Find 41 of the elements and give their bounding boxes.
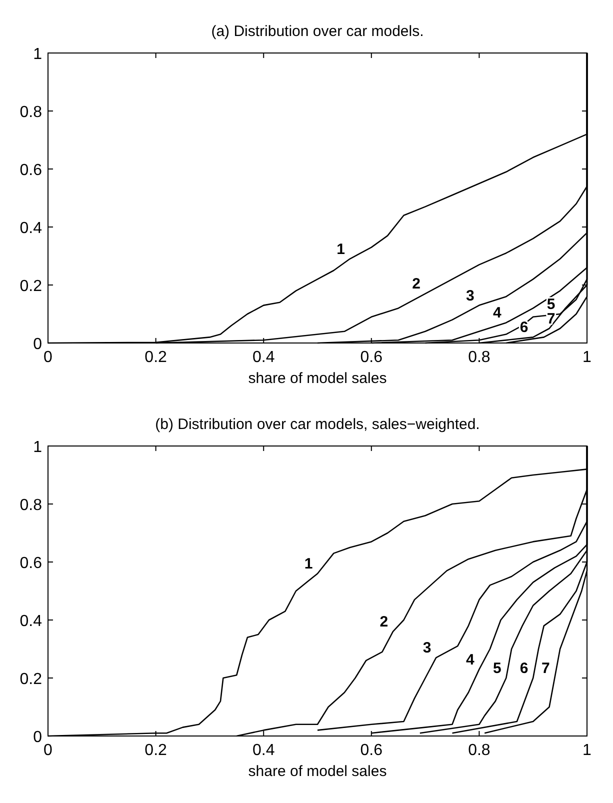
x-tick-label: 0.2 xyxy=(144,742,168,759)
annotation: 1 xyxy=(304,556,313,573)
x-tick-label: 0.8 xyxy=(468,349,490,366)
x-tick-label: 1 xyxy=(582,742,592,759)
annotation: 3 xyxy=(466,287,474,304)
y-tick-label: 0.8 xyxy=(20,104,42,121)
annotation: 6 xyxy=(520,660,528,677)
annotation: 4 xyxy=(466,651,476,668)
y-tick-label: 1 xyxy=(33,46,42,63)
x-tick-label: 1 xyxy=(582,349,592,366)
y-tick-label: 0.6 xyxy=(20,162,42,179)
chart-title: (a) Distribution over car models. xyxy=(211,23,424,40)
y-tick-label: 0.4 xyxy=(20,613,42,630)
y-tick-label: 1 xyxy=(33,439,42,456)
x-tick-label: 0.2 xyxy=(144,349,168,366)
x-axis-title: share of model sales xyxy=(248,370,387,387)
y-tick-label: 0.2 xyxy=(20,278,42,295)
annotation: 2 xyxy=(380,614,388,631)
x-tick-label: 0 xyxy=(44,349,53,366)
y-tick-label: 0 xyxy=(33,729,42,746)
x-tick-label: 0 xyxy=(44,742,53,759)
x-tick-label: 0.4 xyxy=(252,742,275,759)
x-tick-label: 0.4 xyxy=(252,349,275,366)
annotation: 7 xyxy=(541,660,550,677)
annotation: 5 xyxy=(492,660,502,677)
chart-title: (b) Distribution over car models, sales−weighted. xyxy=(155,416,480,433)
annotation: 1 xyxy=(336,240,346,258)
annotation: 7 xyxy=(546,310,556,328)
x-tick-label: 0.6 xyxy=(360,349,383,366)
y-tick-label: 0.6 xyxy=(20,555,42,572)
x-tick-label: 0.6 xyxy=(360,742,383,759)
x-axis-title: share of model sales xyxy=(248,763,387,780)
annotation: 3 xyxy=(422,640,432,657)
y-tick-label: 0.8 xyxy=(20,497,42,514)
annotation: 2 xyxy=(412,276,420,293)
x-tick-label: 0.8 xyxy=(468,742,490,759)
y-tick-label: 0.4 xyxy=(20,220,42,237)
annotation: 4 xyxy=(492,304,502,322)
y-tick-label: 0.2 xyxy=(20,671,42,688)
annotation: 5 xyxy=(546,296,556,313)
y-tick-label: 0 xyxy=(33,336,42,353)
